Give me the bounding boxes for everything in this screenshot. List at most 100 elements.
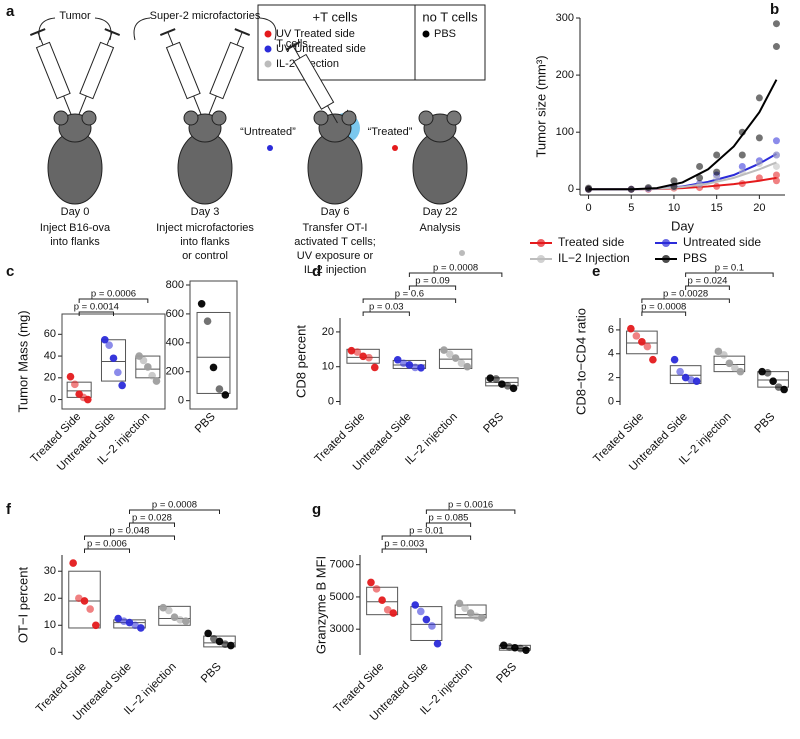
- bracket: [362, 298, 457, 303]
- x-axis-label: Day: [671, 218, 695, 233]
- data-point: [713, 151, 721, 159]
- label-tcells: T cells: [276, 38, 308, 50]
- box: [713, 355, 746, 373]
- panel-label: a: [6, 3, 15, 20]
- box: [669, 365, 702, 385]
- data-point: [359, 352, 367, 361]
- data-point: [69, 559, 77, 567]
- data-point: [738, 151, 746, 159]
- data-point: [649, 355, 657, 364]
- data-point: [714, 347, 723, 356]
- label-treated: “Treated”: [368, 126, 413, 138]
- box: [757, 371, 789, 388]
- data-point: [370, 363, 379, 372]
- legend-label: IL−2 Injection: [558, 251, 630, 265]
- syringe-plunger: [104, 28, 121, 36]
- data-point: [422, 615, 431, 624]
- data-point: [365, 353, 373, 362]
- data-point: [215, 637, 224, 646]
- mouse-ear: [81, 110, 97, 126]
- arrow: [38, 17, 277, 41]
- syringe: [159, 28, 202, 115]
- data-point: [769, 377, 777, 385]
- data-point: [114, 368, 122, 377]
- data-point: [772, 20, 780, 28]
- trend-line: [588, 79, 778, 191]
- data-point: [148, 371, 156, 380]
- data-point: [738, 162, 746, 170]
- mouse-ear: [53, 110, 69, 126]
- x-tick-label: 0: [585, 202, 591, 214]
- y-tick-label: 5000: [330, 591, 354, 603]
- bracket: [84, 535, 175, 540]
- box: [135, 355, 161, 379]
- p-value: p = 0.0008: [152, 500, 197, 511]
- step-day: Day 6: [321, 206, 350, 218]
- bracket: [641, 298, 730, 303]
- y-tick-label: 600: [166, 308, 184, 320]
- y-tick-label: 30: [44, 565, 56, 577]
- bracket: [425, 522, 472, 527]
- y-tick-label: 10: [44, 619, 56, 631]
- legend-title: no T cells: [422, 9, 478, 24]
- x-tick-label: PBS: [753, 411, 778, 436]
- x-tick-label: 15: [711, 202, 723, 214]
- data-point: [417, 363, 425, 372]
- x-tick-label: 20: [753, 202, 765, 214]
- bracket: [685, 285, 730, 290]
- step-text: into flanks: [50, 236, 100, 248]
- data-point: [725, 359, 734, 368]
- bracket: [84, 548, 130, 553]
- data-point: [120, 617, 128, 626]
- data-point: [772, 151, 780, 159]
- data-point: [137, 624, 145, 632]
- syringe-plunger: [292, 45, 301, 59]
- legend-dot: [662, 255, 670, 263]
- data-point: [204, 629, 212, 638]
- data-point: [66, 372, 75, 381]
- data-point: [632, 332, 641, 340]
- data-point: [139, 356, 148, 365]
- box: [158, 605, 191, 626]
- data-point: [80, 597, 89, 605]
- syringe-plunger: [236, 31, 243, 46]
- data-point: [511, 643, 519, 652]
- data-point: [696, 162, 704, 170]
- p-value: p = 0.0016: [448, 500, 493, 511]
- data-point: [780, 385, 788, 394]
- y-axis-label: Granzyme B MFI: [313, 556, 328, 654]
- p-value: p = 0.0014: [74, 302, 119, 313]
- trend-line: [588, 161, 777, 191]
- syringe-needle: [193, 95, 202, 115]
- y-tick-label: 0: [178, 395, 184, 407]
- data-point: [461, 604, 469, 613]
- data-point: [455, 599, 464, 608]
- y-tick-label: 40: [44, 350, 56, 362]
- data-point: [383, 606, 392, 614]
- syringe-needle: [327, 105, 338, 124]
- y-tick-label: 20: [322, 326, 334, 338]
- legend-item: UV Treated side: [276, 28, 355, 40]
- y-tick-label: 0: [608, 395, 614, 407]
- step-text: or control: [182, 250, 228, 262]
- data-point: [627, 324, 635, 333]
- syringe: [285, 41, 338, 124]
- step-text: activated T cells;: [294, 236, 376, 248]
- p-value: p = 0.0008: [641, 302, 686, 313]
- step-day: Day 0: [61, 206, 90, 218]
- data-point: [203, 317, 212, 325]
- p-value: p = 0.0008: [433, 263, 478, 274]
- box: [203, 635, 236, 648]
- legend-dot: [264, 60, 272, 68]
- legend-dot: [264, 45, 272, 53]
- panel-label: e: [592, 263, 600, 280]
- data-point: [105, 341, 113, 349]
- data-point: [755, 134, 763, 142]
- syringe-barrel: [35, 41, 71, 100]
- bracket: [129, 509, 220, 514]
- p-value: p = 0.0006: [91, 289, 136, 300]
- bracket: [381, 548, 427, 553]
- data-point: [457, 359, 466, 368]
- data-point: [416, 607, 425, 616]
- syringe-plunger: [159, 28, 176, 36]
